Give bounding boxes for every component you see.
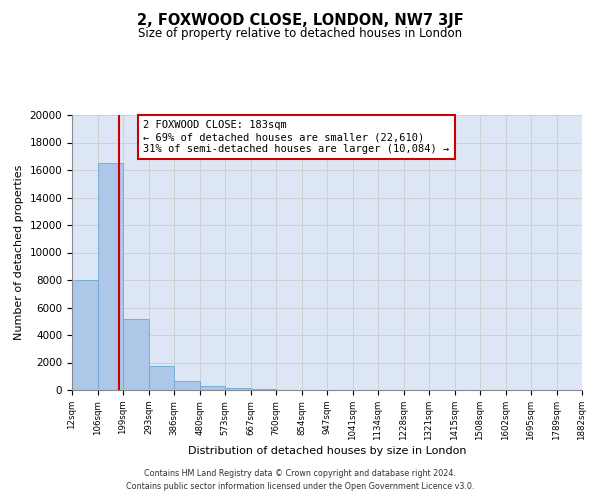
- Text: Size of property relative to detached houses in London: Size of property relative to detached ho…: [138, 28, 462, 40]
- Bar: [225, 388, 251, 390]
- Bar: [98, 163, 123, 390]
- Y-axis label: Number of detached properties: Number of detached properties: [14, 165, 24, 340]
- Bar: [174, 381, 200, 390]
- Text: 2 FOXWOOD CLOSE: 183sqm
← 69% of detached houses are smaller (22,610)
31% of sem: 2 FOXWOOD CLOSE: 183sqm ← 69% of detache…: [143, 120, 449, 154]
- Text: 2, FOXWOOD CLOSE, LONDON, NW7 3JF: 2, FOXWOOD CLOSE, LONDON, NW7 3JF: [137, 12, 463, 28]
- X-axis label: Distribution of detached houses by size in London: Distribution of detached houses by size …: [188, 446, 466, 456]
- Bar: [149, 366, 174, 390]
- Text: Contains HM Land Registry data © Crown copyright and database right 2024.: Contains HM Land Registry data © Crown c…: [144, 468, 456, 477]
- Bar: [251, 388, 276, 390]
- Bar: [123, 318, 149, 390]
- Bar: [200, 386, 225, 390]
- Text: Contains public sector information licensed under the Open Government Licence v3: Contains public sector information licen…: [126, 482, 474, 491]
- Bar: [72, 280, 98, 390]
